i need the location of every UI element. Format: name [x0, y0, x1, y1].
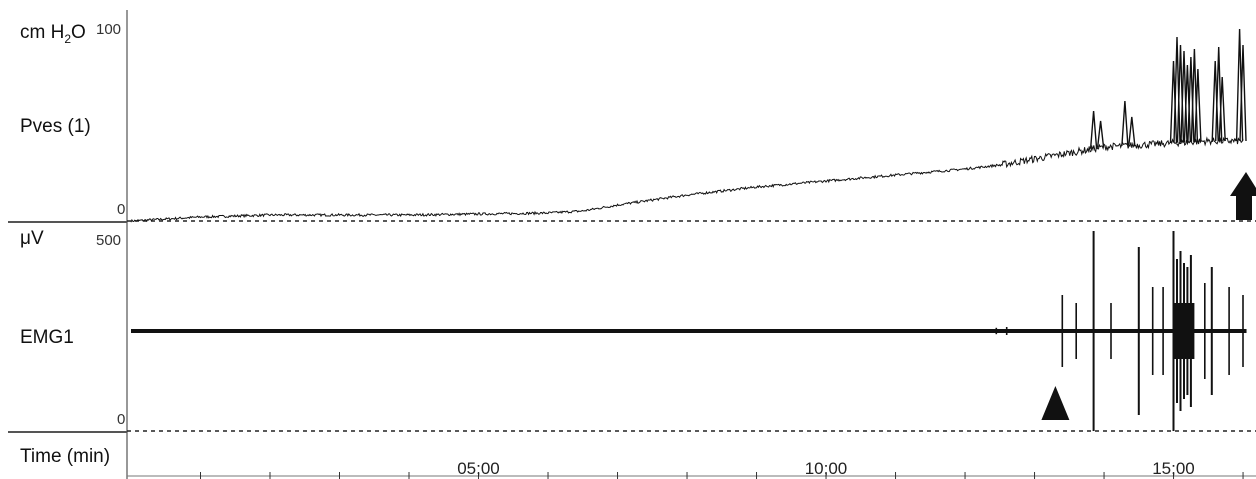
- pves-spike: [1121, 100, 1129, 146]
- emg-trace-layer: [131, 231, 1247, 431]
- pves-min-label: 0: [117, 201, 125, 218]
- pves-spike: [1089, 110, 1098, 149]
- emg-max-label: 500: [96, 232, 121, 249]
- time-tick-label: 10;00: [805, 459, 848, 478]
- pves-spike: [1194, 68, 1202, 142]
- pves-spike: [1239, 44, 1247, 142]
- emg-channel-label: EMG1: [20, 327, 74, 348]
- pves-unit-suffix: O: [71, 22, 86, 43]
- pves-channel-label: Pves (1): [20, 116, 91, 137]
- pves-spike: [1096, 120, 1105, 148]
- pves-spike: [1169, 60, 1178, 144]
- emg-dense-burst: [1173, 303, 1195, 359]
- pves-trace-layer: [130, 28, 1256, 223]
- pves-spike: [1128, 116, 1136, 146]
- pves-max-label: 100: [96, 21, 121, 38]
- time-tick-label: 15;00: [1152, 459, 1195, 478]
- pves-trace: [130, 136, 1244, 223]
- time-axis-label: Time (min): [20, 446, 110, 467]
- emg-triangle-marker: [1041, 386, 1070, 420]
- emg-unit-label: μV: [20, 228, 44, 249]
- emg-min-label: 0: [117, 411, 125, 428]
- pves-unit-subscript: 2: [64, 32, 71, 46]
- time-axis-layer: 05;00 10;00 15;00: [200, 459, 1244, 479]
- pves-unit-label: cm H2O: [20, 22, 86, 46]
- time-tick-label: 05;00: [457, 459, 500, 478]
- pves-arrow-marker: [1230, 172, 1256, 220]
- pves-unit-prefix: cm H: [20, 22, 64, 43]
- pves-spike: [1218, 76, 1226, 142]
